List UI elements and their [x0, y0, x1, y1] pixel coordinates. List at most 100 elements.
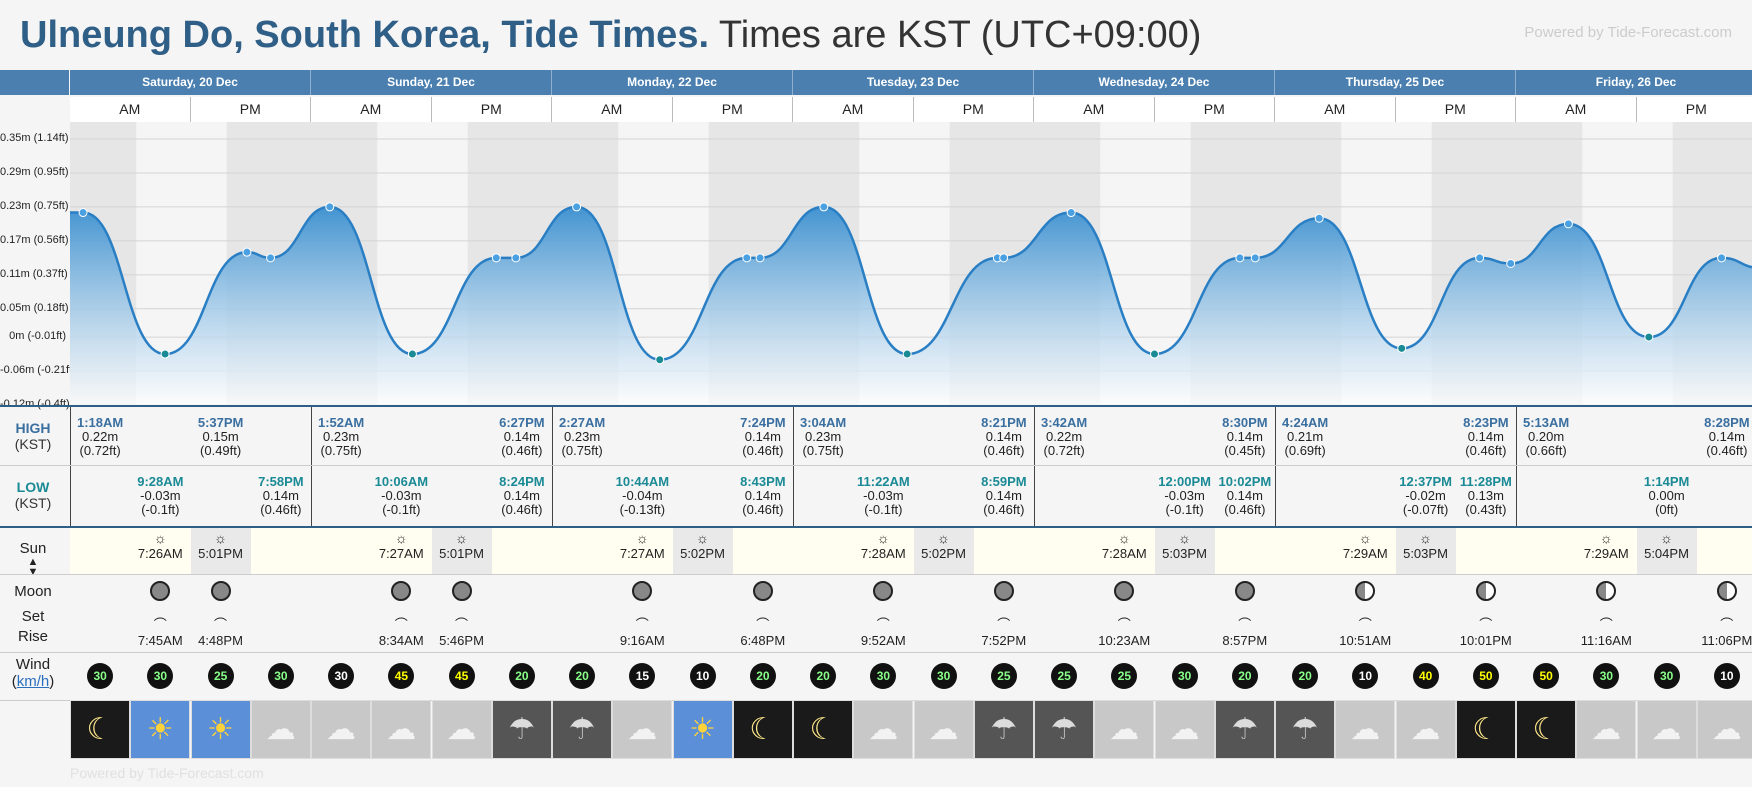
- wind-arrow-icon: 30: [930, 663, 957, 689]
- wind-arrow-icon: 30: [87, 663, 114, 689]
- wind-arrow-icon: 15: [629, 663, 656, 689]
- tide-meters: 0.14m: [1708, 429, 1745, 444]
- tide-meters: -0.03m: [381, 488, 422, 503]
- ampm-label: AM: [1516, 97, 1637, 122]
- day-header: Tuesday, 23 Dec: [793, 70, 1034, 95]
- tide-feet: (0.43ft): [1465, 502, 1507, 517]
- tide-feet: (0.72ft): [79, 443, 121, 458]
- sunset-time: 5:03PM: [1403, 546, 1448, 561]
- tide-meters: 0.13m: [1467, 488, 1504, 503]
- moon-label: Moon: [14, 583, 52, 600]
- weather-cloud-icon: ☁: [1154, 700, 1215, 759]
- ampm-label: PM: [1636, 97, 1752, 122]
- ampm-label: AM: [70, 97, 191, 122]
- wind-unit-link[interactable]: km/h: [16, 673, 50, 690]
- wind-arrow-icon: 25: [990, 663, 1017, 689]
- tide-point: [999, 253, 1009, 263]
- tide-meters: 0.00m: [1648, 488, 1685, 503]
- tide-feet: (0ft): [1655, 502, 1679, 517]
- tide-meters: 0.14m: [985, 488, 1022, 503]
- tide-meters: -0.03m: [863, 488, 904, 503]
- tide-feet: (0.46ft): [1706, 443, 1748, 458]
- tide-point: [755, 253, 765, 263]
- sunset-cell: ☼ 5:03PM: [1155, 530, 1215, 561]
- timezone-label: Times are KST (UTC+09:00): [718, 14, 1202, 56]
- weather-cloud-icon: ☁: [1094, 700, 1155, 759]
- tide-point: [1150, 349, 1159, 359]
- hi-tide-cell: 8:21PM 0.14m (0.46ft): [974, 416, 1034, 458]
- sunrise-cell: ☼ 7:29AM: [1576, 530, 1636, 561]
- sunset-cell: ☼ 5:02PM: [673, 530, 733, 561]
- sunset-time: 5:02PM: [680, 546, 725, 561]
- moon-phase-icon: [873, 581, 894, 601]
- tide-time: 1:52AM: [318, 415, 365, 430]
- moon-time: 8:57PM: [1222, 633, 1268, 648]
- moon-rise-time: ⌒ 8:34AM: [371, 614, 431, 648]
- moon-rise-time: ⌒ 10:23AM: [1094, 614, 1154, 648]
- tide-point: [160, 349, 170, 359]
- wind-arrow-icon: 30: [1171, 663, 1198, 689]
- weather-cloud-icon: ☁: [1636, 700, 1697, 759]
- moon-phase-icon: [1355, 581, 1376, 601]
- y-tick-label: 0m (-0.01ft): [9, 330, 66, 343]
- tide-feet: (0.46ft): [742, 502, 784, 517]
- tide-time: 3:42AM: [1041, 415, 1088, 430]
- sunrise-time: 7:27AM: [619, 546, 665, 561]
- day-header: Thursday, 25 Dec: [1275, 70, 1516, 95]
- hi-tide-cell: 4:24AM 0.21m (0.69ft): [1275, 416, 1335, 458]
- moon-time: 6:48PM: [740, 633, 786, 648]
- wind-arrow-icon: 10: [689, 663, 716, 689]
- sun-toggle-icon[interactable]: ▲ ▼: [27, 556, 39, 578]
- y-tick-label: 0.29m (0.95ft): [0, 165, 69, 178]
- lo-tide-cell: 12:37PM -0.02m (-0.07ft): [1396, 475, 1456, 517]
- lo-tide-cell: 8:59PM 0.14m (0.46ft): [974, 475, 1034, 517]
- tide-time: 10:02PM: [1218, 474, 1272, 489]
- moon-time: 10:23AM: [1098, 633, 1151, 648]
- sunset-time: 5:01PM: [198, 546, 243, 561]
- tide-meters: -0.03m: [1164, 488, 1205, 503]
- hi-tide-cell: 6:27PM 0.14m (0.46ft): [492, 416, 552, 458]
- tide-time: 7:58PM: [258, 474, 304, 489]
- wind-arrow-icon: 25: [1111, 663, 1138, 689]
- ampm-label: PM: [1395, 97, 1516, 122]
- weather-cloud-icon: ☁: [1335, 700, 1396, 759]
- weather-night-icon: ☾: [1455, 700, 1516, 759]
- left-header-bar: [0, 70, 69, 95]
- wind-arrow-icon: 10: [1352, 663, 1379, 689]
- tide-time: 10:44AM: [615, 474, 670, 489]
- tide-feet: (0.46ft): [260, 502, 302, 517]
- moon-phase-icon: [150, 581, 171, 601]
- row-divider: [0, 526, 1752, 528]
- sunset-band: [1636, 528, 1697, 574]
- moon-rise-time: ⌒ 7:45AM: [130, 614, 190, 648]
- wind-arrow-icon: 50: [1472, 663, 1499, 689]
- moon-phase-icon: [1596, 581, 1617, 601]
- wind-arrow-icon: 20: [810, 663, 837, 689]
- tide-meters: 0.14m: [503, 488, 540, 503]
- tide-feet: (0.46ft): [983, 502, 1025, 517]
- tide-meters: 0.14m: [985, 429, 1022, 444]
- moon-time: 10:51AM: [1339, 633, 1392, 648]
- sunset-band: [190, 528, 251, 574]
- weather-rain-icon: ☂: [491, 700, 552, 759]
- tide-point: [1506, 259, 1516, 268]
- ampm-label: PM: [672, 97, 793, 122]
- moon-set-time: ⌒ 6:48PM: [733, 614, 793, 648]
- tide-point: [1235, 253, 1245, 263]
- tide-time: 3:04AM: [800, 415, 847, 430]
- tide-time: 4:24AM: [1282, 415, 1329, 430]
- tide-chart: [70, 122, 1752, 405]
- weather-cloud-icon: ☁: [853, 700, 914, 759]
- hi-tide-cell: 1:18AM 0.22m (0.72ft): [70, 416, 130, 458]
- tide-meters: 0.14m: [1226, 488, 1263, 503]
- tide-time: 8:21PM: [981, 415, 1027, 430]
- y-tick-label: 0.35m (1.14ft): [0, 131, 69, 144]
- tide-feet: (0.46ft): [983, 443, 1025, 458]
- weather-rain-icon: ☂: [552, 700, 612, 759]
- moon-rise-time: ⌒ 9:16AM: [612, 614, 672, 648]
- high-row-label: HIGH (KST): [0, 420, 66, 452]
- powered-by[interactable]: Powered by Tide-Forecast.com: [1524, 24, 1732, 41]
- tide-time: 12:37PM: [1399, 474, 1452, 489]
- weather-night-icon: ☾: [793, 700, 853, 759]
- hi-tide-cell: 1:52AM 0.23m (0.75ft): [311, 416, 371, 458]
